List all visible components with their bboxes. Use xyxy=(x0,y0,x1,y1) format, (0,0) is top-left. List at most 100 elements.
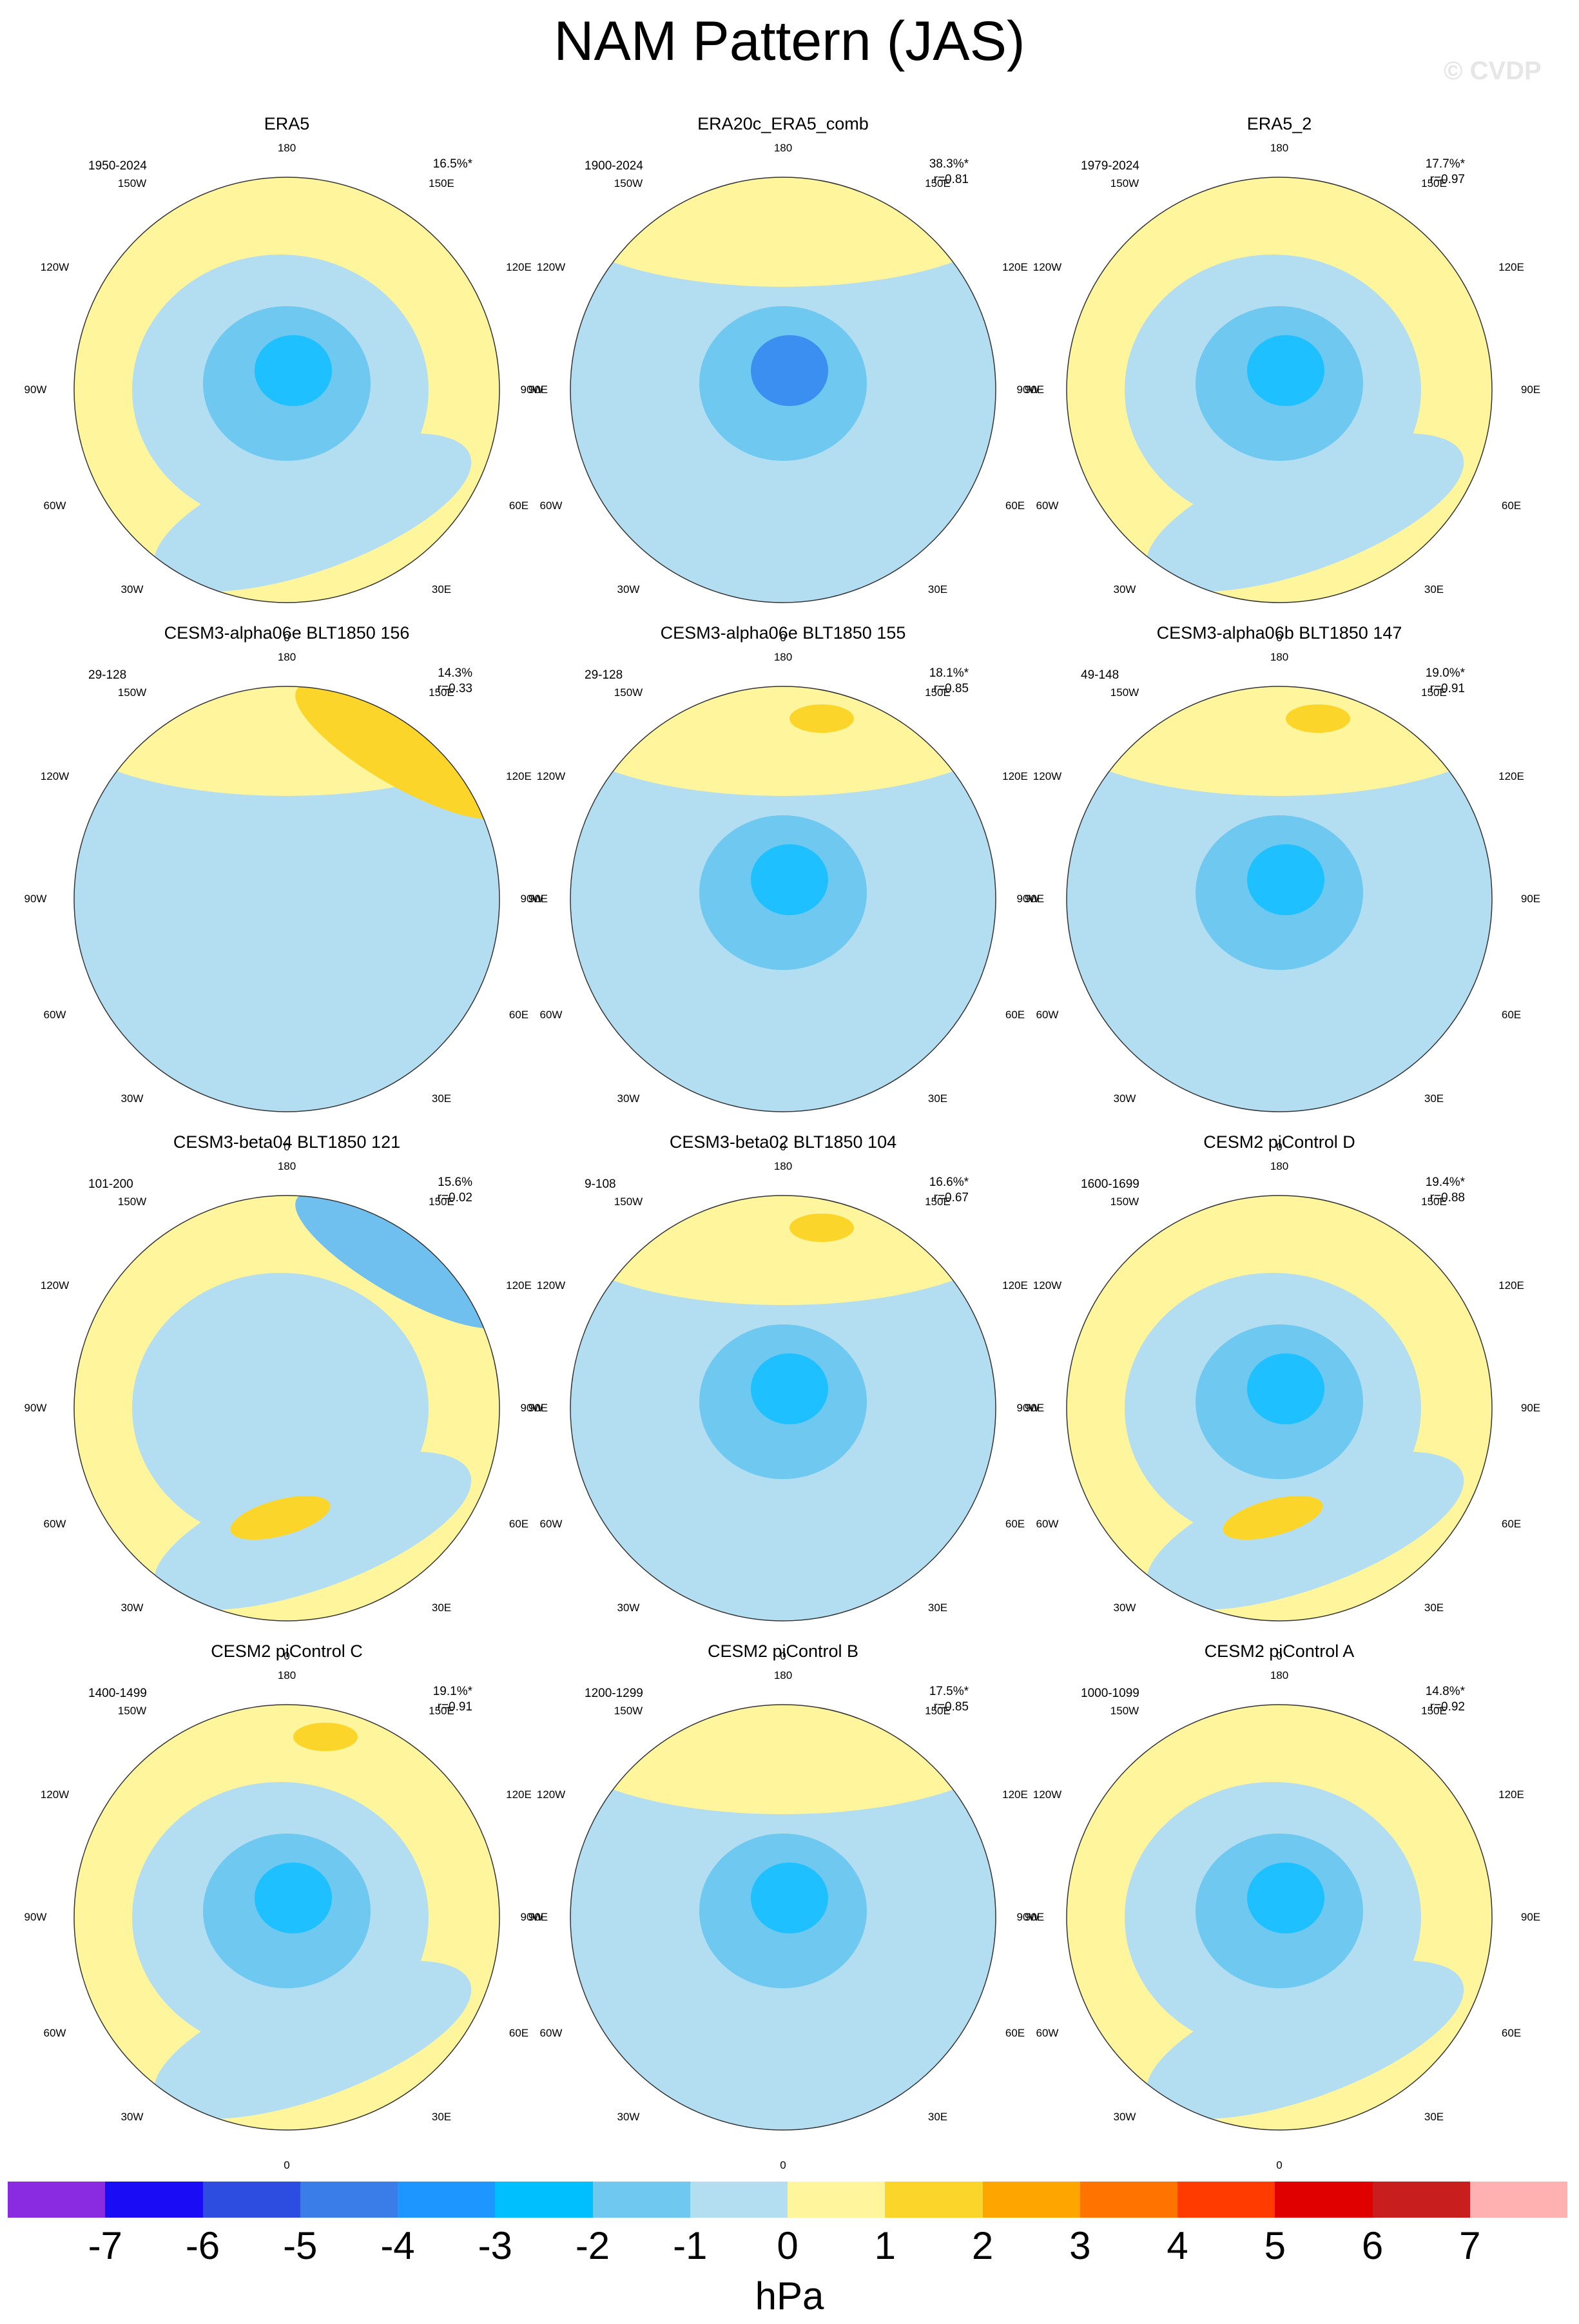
colorbar-tick-label: -4 xyxy=(380,2224,415,2267)
longitude-label: 60E xyxy=(509,1009,529,1021)
colorbar-tick-label: 3 xyxy=(1069,2224,1091,2267)
longitude-label: 180 xyxy=(1270,1160,1289,1172)
longitude-label: 180 xyxy=(1270,1669,1289,1681)
variance-explained: 14.3% xyxy=(438,666,472,680)
longitude-label: 120W xyxy=(1032,1788,1062,1801)
longitude-label: 30W xyxy=(1113,1602,1136,1614)
panel-period: 1900-2024 xyxy=(585,159,643,173)
longitude-label: 30W xyxy=(617,2111,640,2123)
panel-title: CESM2 piControl A xyxy=(1204,1641,1355,1661)
longitude-label: 180 xyxy=(277,1160,296,1172)
longitude-label: 90E xyxy=(1024,1402,1045,1414)
polar-map xyxy=(73,1704,500,2131)
panel-period: 1400-1499 xyxy=(88,1687,147,1700)
panel-title: CESM3-beta04 BLT1850 121 xyxy=(173,1132,401,1152)
longitude-label: 60W xyxy=(1036,1009,1059,1021)
longitude-label: 60W xyxy=(539,499,563,512)
panel-stats: 18.1%* r=0.85 xyxy=(929,666,969,697)
colorbar-tick-label: 2 xyxy=(971,2224,994,2267)
longitude-label: 30E xyxy=(927,2111,948,2123)
panel-title: CESM2 piControl B xyxy=(707,1641,859,1661)
longitude-label: 90E xyxy=(1520,893,1541,905)
longitude-label: 180 xyxy=(773,651,793,663)
panel-period: 29-128 xyxy=(88,668,127,682)
longitude-label: 30W xyxy=(121,1602,144,1614)
longitude-label: 90E xyxy=(528,383,548,396)
longitude-label: 90W xyxy=(1016,1911,1040,1923)
variance-explained: 16.5%* xyxy=(432,157,472,171)
longitude-label: 90W xyxy=(1016,893,1040,905)
longitude-label: 60W xyxy=(1036,499,1059,512)
longitude-label: 60E xyxy=(1005,2027,1025,2039)
panel-stats: 16.5%* xyxy=(433,157,472,172)
longitude-label: 0 xyxy=(284,1650,290,1662)
variance-explained: 19.4%* xyxy=(1425,1176,1465,1189)
panel-period: 1950-2024 xyxy=(88,159,147,173)
panel-stats: 38.3%* r=0.81 xyxy=(929,157,969,188)
longitude-label: 60E xyxy=(1005,499,1025,512)
panel-period: 29-128 xyxy=(585,668,623,682)
panel-title: CESM3-alpha06e BLT1850 156 xyxy=(164,623,410,643)
longitude-label: 120E xyxy=(506,1279,532,1292)
colorbar-swatch xyxy=(982,2182,1080,2218)
longitude-label: 120E xyxy=(1498,770,1524,782)
polar-map xyxy=(1066,177,1493,603)
colorbar-swatch xyxy=(398,2182,496,2218)
colorbar-units: hPa xyxy=(755,2274,824,2318)
longitude-label: 150W xyxy=(117,686,147,699)
panel-stats: 19.0%* r=0.91 xyxy=(1426,666,1465,697)
pattern-correlation: r=0.33 xyxy=(437,682,472,695)
panel-stats: 19.4%* r=0.88 xyxy=(1426,1175,1465,1206)
colorbar-swatch xyxy=(1275,2182,1373,2218)
map-panel: CESM3-beta04 BLT1850 121 101-200 15.6% r=0.… xyxy=(24,1131,548,1662)
longitude-label: 120E xyxy=(1498,261,1524,273)
longitude-label: 90E xyxy=(1520,1911,1541,1923)
panel-stats: 14.8%* r=0.92 xyxy=(1426,1684,1465,1715)
polar-map xyxy=(570,1195,996,1622)
longitude-label: 30W xyxy=(1113,1092,1136,1105)
panel-title: CESM3-beta02 BLT1850 104 xyxy=(669,1132,897,1152)
longitude-label: 180 xyxy=(277,1669,296,1681)
panel-title: ERA5_2 xyxy=(1246,114,1312,133)
longitude-label: 90W xyxy=(1016,1402,1040,1414)
panel-title: CESM2 piControl D xyxy=(1203,1132,1355,1152)
panel-period: 49-148 xyxy=(1081,668,1119,682)
longitude-label: 30W xyxy=(121,2111,144,2123)
longitude-label: 180 xyxy=(773,1669,793,1681)
colorbar-swatch xyxy=(495,2182,593,2218)
longitude-label: 60E xyxy=(509,499,529,512)
longitude-label: 120E xyxy=(506,770,532,782)
longitude-label: 180 xyxy=(1270,651,1289,663)
longitude-label: 90E xyxy=(1024,1911,1045,1923)
longitude-label: 60E xyxy=(1005,1009,1025,1021)
colorbar-tick-label: 0 xyxy=(777,2224,799,2267)
map-panel: ERA5_2 1979-2024 17.7%* r=0.97 180 0 150W 150E 1… xyxy=(1017,113,1541,644)
longitude-label: 0 xyxy=(284,2159,290,2171)
map-panel: ERA5 1950-2024 16.5%* 180 0 150W 150E 120W 120E 9… xyxy=(24,113,548,644)
longitude-label: 60W xyxy=(539,1009,563,1021)
longitude-label: 180 xyxy=(773,142,793,154)
longitude-label: 120W xyxy=(40,770,70,782)
panel-title: CESM3-alpha06b BLT1850 147 xyxy=(1156,623,1402,643)
longitude-label: 120E xyxy=(1002,261,1028,273)
longitude-label: 120W xyxy=(1032,261,1062,273)
longitude-label: 150W xyxy=(1110,686,1139,699)
longitude-label: 0 xyxy=(1276,1650,1283,1662)
colorbar-swatch xyxy=(1080,2182,1177,2218)
map-panel: CESM3-beta02 BLT1850 104 9-108 16.6%* r=0.6… xyxy=(521,1131,1045,1662)
variance-explained: 19.1%* xyxy=(432,1685,472,1698)
longitude-label: 180 xyxy=(773,1160,793,1172)
panel-stats: 17.7%* r=0.97 xyxy=(1426,157,1465,188)
longitude-label: 90W xyxy=(24,383,47,396)
variance-explained: 14.8%* xyxy=(1425,1685,1465,1698)
longitude-label: 150E xyxy=(925,1705,951,1717)
panel-period: 1200-1299 xyxy=(585,1687,643,1700)
variance-explained: 17.5%* xyxy=(929,1685,969,1698)
pattern-correlation: r=0.88 xyxy=(1429,1191,1465,1205)
polar-map xyxy=(570,686,996,1112)
longitude-label: 60W xyxy=(43,499,66,512)
polar-map xyxy=(570,177,996,603)
map-panel: CESM2 piControl C 1400-1499 19.1%* r=0.91 18… xyxy=(24,1640,548,2171)
panel-stats: 14.3% r=0.33 xyxy=(438,666,472,697)
pattern-correlation: r=0.97 xyxy=(1429,173,1465,186)
